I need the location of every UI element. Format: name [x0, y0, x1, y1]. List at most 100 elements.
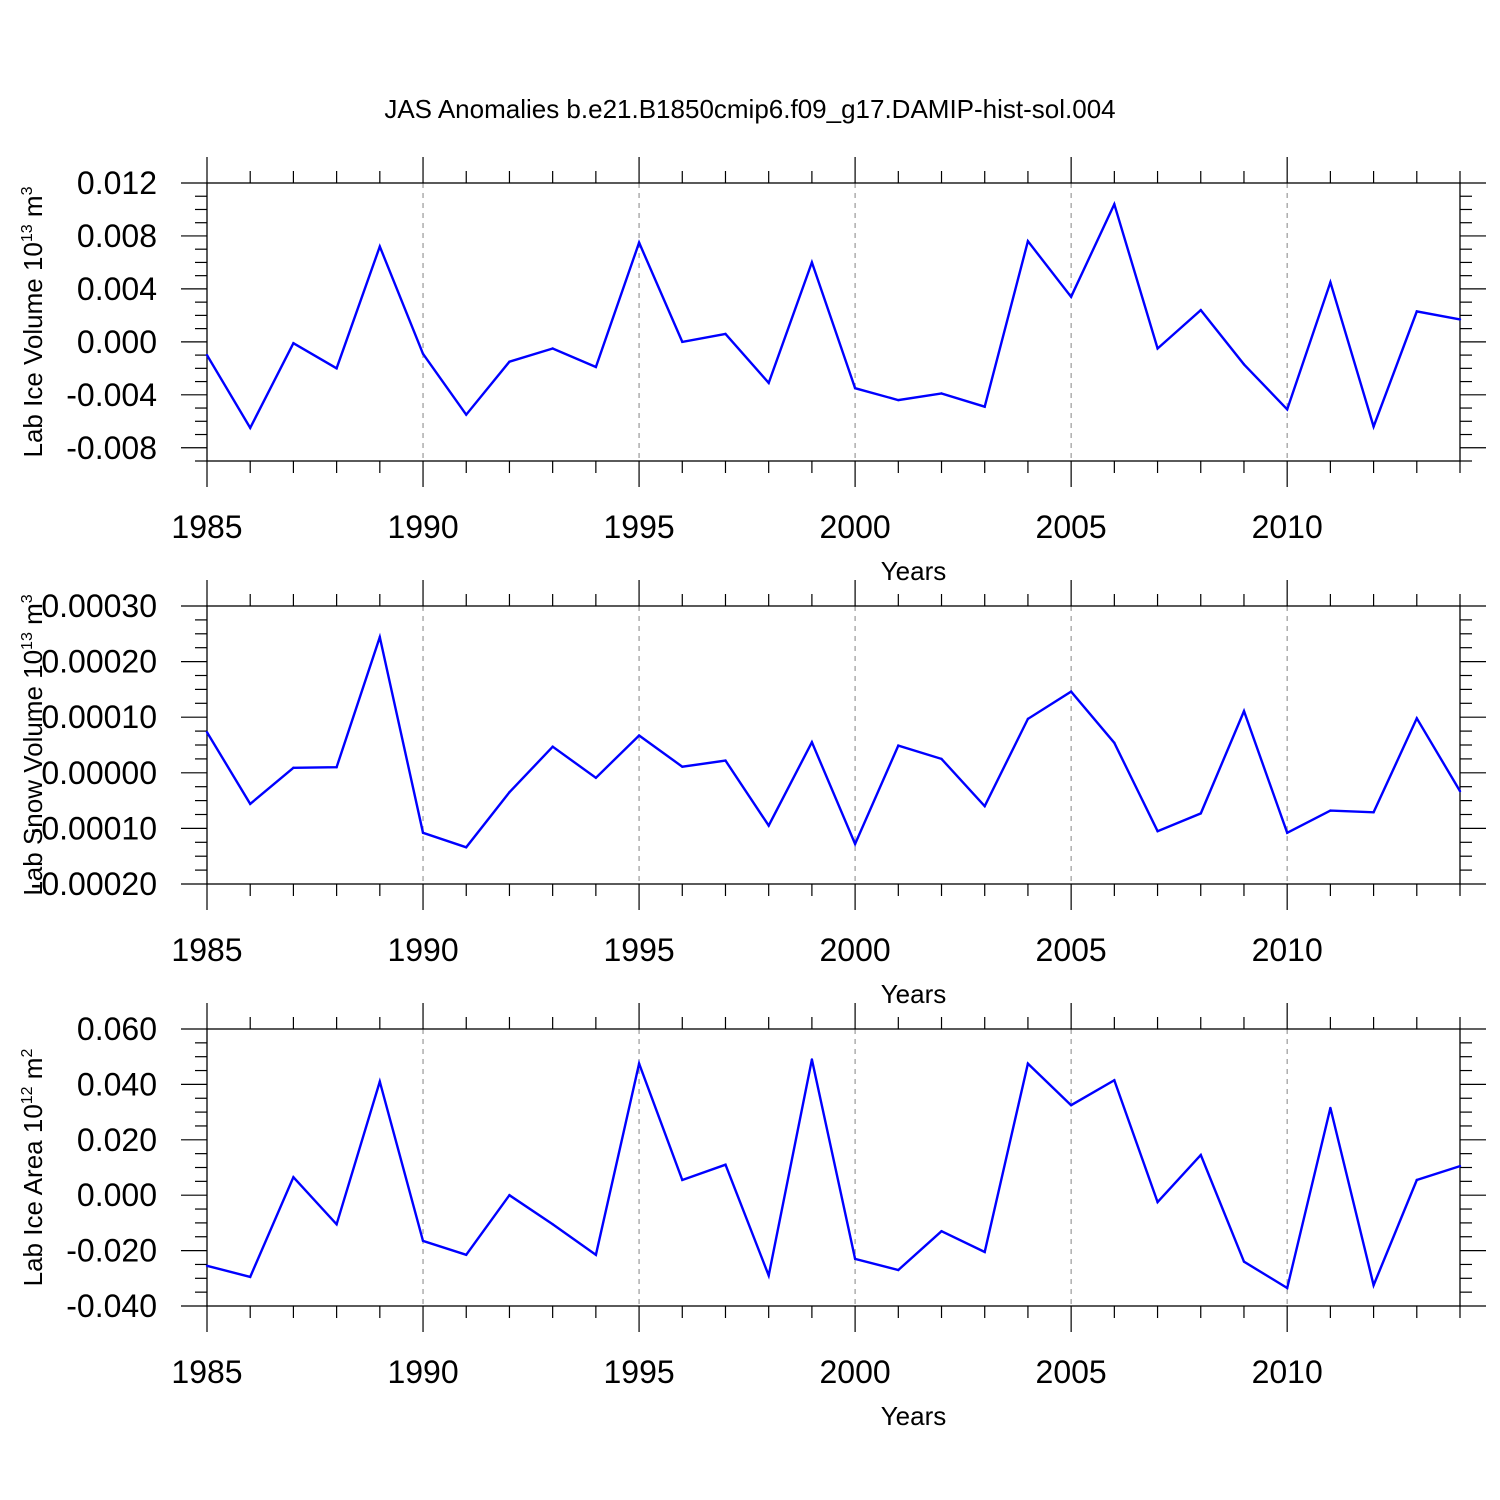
data-point	[681, 1178, 684, 1182]
data-point	[724, 332, 727, 336]
data-point	[853, 1257, 857, 1261]
data-point	[465, 413, 468, 416]
y-tick-label: 0.020	[77, 1122, 157, 1158]
data-point	[508, 1194, 511, 1197]
plot-frame	[206, 182, 1461, 462]
series-line	[205, 200, 1461, 431]
data-point	[551, 745, 554, 748]
data-point	[853, 386, 857, 390]
data-point	[1199, 1153, 1202, 1157]
y-tick-label: 0.000	[77, 324, 157, 360]
data-point	[292, 766, 295, 769]
data-point	[508, 791, 511, 794]
y-axis-label-text: Lab Ice Area 10	[18, 1104, 48, 1286]
series-line	[206, 1059, 1461, 1290]
chart-title: JAS Anomalies b.e21.B1850cmip6.f09_g17.D…	[384, 94, 1115, 124]
y-tick-label: -0.00010	[31, 810, 157, 846]
y-axis-label-unit-exponent: 2	[19, 1049, 36, 1058]
x-tick-label: 2010	[1252, 1354, 1323, 1390]
data-point	[378, 635, 382, 639]
data-point	[1458, 789, 1462, 793]
data-point	[1372, 425, 1375, 428]
y-axis-label: Lab Ice Volume 1013 m3	[18, 186, 48, 457]
panel-1: 1985 1990 1995 2000 2005 2010 Years -0.008 -0.00…	[18, 157, 1486, 586]
y-tick-label: 0.040	[77, 1066, 157, 1102]
y-axis-label-exponent: 12	[19, 1086, 36, 1104]
data-point	[767, 1274, 770, 1277]
data-point	[983, 405, 986, 408]
data-point	[637, 1062, 641, 1065]
y-tick-label: 0.00030	[41, 588, 157, 624]
data-point	[465, 846, 468, 849]
x-tick-label: 2005	[1036, 509, 1107, 545]
data-point	[1458, 1164, 1462, 1168]
data-point	[551, 347, 554, 350]
y-axis-label-text: Lab Snow Volume 10	[18, 650, 48, 896]
data-point	[1242, 1260, 1246, 1263]
data-point	[1242, 363, 1246, 366]
data-point	[594, 776, 598, 780]
data-point	[1329, 281, 1332, 284]
data-point	[1113, 1079, 1116, 1082]
data-point	[249, 802, 252, 806]
data-point	[1156, 1200, 1159, 1204]
data-point	[681, 765, 684, 768]
data-point	[983, 1250, 986, 1254]
data-point	[1415, 310, 1418, 313]
y-tick-label: 0.00000	[41, 755, 157, 791]
data-point	[378, 245, 382, 248]
data-point	[465, 1253, 468, 1256]
data-point	[983, 804, 986, 808]
data-point	[205, 353, 209, 357]
data-point	[1329, 1106, 1332, 1110]
y-tick-label: 0.004	[77, 271, 157, 307]
data-point	[1285, 1286, 1289, 1290]
data-point	[724, 759, 727, 762]
data-point	[1113, 202, 1116, 206]
data-point	[335, 766, 338, 769]
data-point	[378, 1080, 382, 1083]
data-point	[1156, 347, 1159, 350]
x-tick-label: 1990	[387, 1354, 458, 1390]
x-tick-label: 1995	[603, 932, 674, 968]
data-point	[1285, 831, 1289, 835]
data-point	[940, 392, 943, 395]
data-point	[940, 757, 943, 761]
y-tick-label: 0.00010	[41, 699, 157, 735]
data-point	[594, 365, 598, 369]
y-axis-label: Lab Snow Volume 1013 m3	[18, 594, 48, 895]
y-tick-label: 0.012	[77, 165, 157, 201]
data-point	[1372, 811, 1375, 814]
x-tick-label: 2005	[1036, 932, 1107, 968]
data-point	[205, 1264, 209, 1268]
data-point	[1156, 829, 1159, 833]
y-tick-label: -0.040	[66, 1288, 157, 1324]
y-tick-label: -0.004	[66, 377, 157, 413]
data-point	[897, 744, 900, 747]
data-point	[637, 734, 641, 737]
y-axis-label: Lab Ice Area 1012 m2	[18, 1049, 48, 1287]
data-point	[810, 1058, 814, 1061]
y-axis-label-exponent: 13	[19, 224, 36, 242]
y-axis-label-unit-exponent: 3	[19, 186, 36, 195]
data-point	[897, 398, 900, 402]
data-point	[810, 261, 814, 264]
x-axis-label: Years	[881, 979, 947, 1009]
x-tick-label: 1985	[171, 509, 242, 545]
plot-frame	[206, 605, 1461, 885]
x-tick-label: 1995	[603, 1354, 674, 1390]
data-point	[1113, 741, 1116, 744]
data-point	[767, 381, 770, 385]
data-point	[249, 1275, 252, 1279]
y-axis-label-unit: m	[18, 603, 48, 632]
data-point	[1285, 408, 1289, 411]
y-tick-label: 0.060	[77, 1011, 157, 1047]
x-axis-label: Years	[881, 1401, 947, 1431]
data-point	[1415, 1178, 1418, 1182]
data-point	[1415, 717, 1418, 720]
data-point	[335, 367, 338, 370]
x-tick-label: 2010	[1252, 509, 1323, 545]
data-point	[940, 1230, 943, 1233]
data-point	[335, 1223, 338, 1226]
y-axis-label-unit: m	[18, 1058, 48, 1087]
